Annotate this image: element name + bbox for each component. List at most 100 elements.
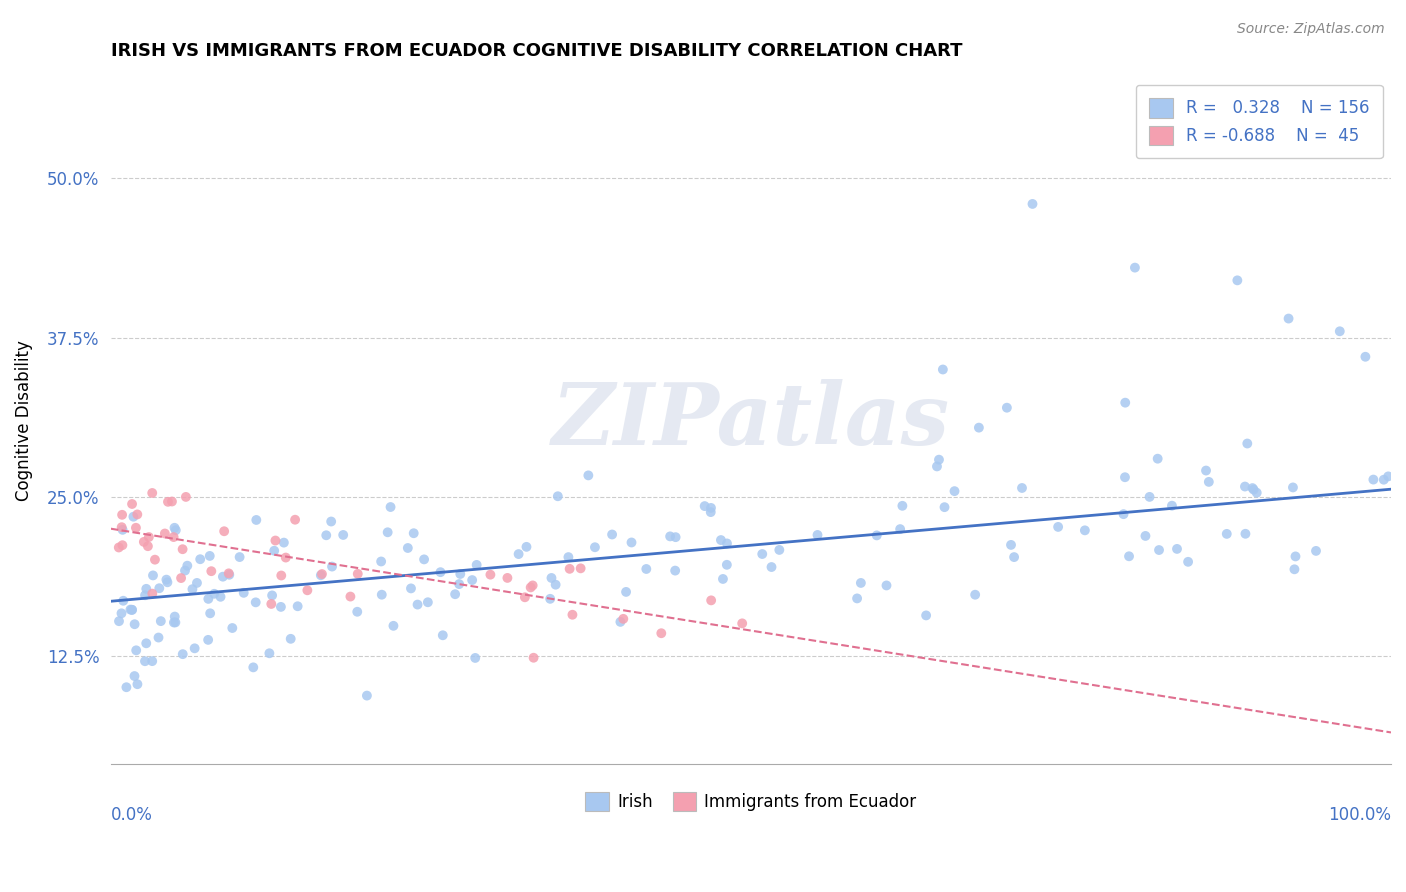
Point [198, 549, 221, 563]
Point [889, 522, 911, 536]
Point [346, 605, 368, 619]
Point [121, 497, 143, 511]
Point [1241, 481, 1264, 495]
Point [228, 550, 250, 565]
Point [583, 540, 606, 554]
Point [995, 401, 1018, 415]
Point [165, 523, 187, 537]
Point [1354, 350, 1376, 364]
Point [1147, 543, 1170, 558]
Point [1047, 520, 1070, 534]
Point [115, 680, 138, 694]
Point [197, 632, 219, 647]
Point [132, 534, 155, 549]
Point [1234, 526, 1257, 541]
Point [1195, 464, 1218, 478]
Point [1021, 197, 1043, 211]
Point [186, 576, 208, 591]
Point [163, 615, 186, 630]
Point [121, 603, 143, 617]
Legend: Irish, Immigrants from Ecuador: Irish, Immigrants from Ecuador [579, 785, 922, 818]
Point [135, 582, 157, 596]
Point [1284, 549, 1306, 564]
Text: Source: ZipAtlas.com: Source: ZipAtlas.com [1237, 22, 1385, 37]
Point [716, 536, 738, 550]
Point [245, 513, 267, 527]
Point [149, 614, 172, 628]
Point [731, 616, 754, 631]
Point [155, 573, 177, 587]
Point [242, 660, 264, 674]
Point [270, 599, 292, 614]
Point [263, 543, 285, 558]
Point [413, 552, 436, 566]
Point [1362, 473, 1385, 487]
Point [174, 564, 197, 578]
Point [121, 603, 143, 617]
Point [751, 547, 773, 561]
Point [141, 486, 163, 500]
Point [176, 558, 198, 573]
Point [700, 593, 723, 607]
Point [221, 621, 243, 635]
Point [380, 500, 402, 514]
Point [127, 677, 149, 691]
Point [112, 593, 135, 607]
Point [432, 628, 454, 642]
Point [370, 554, 392, 568]
Point [659, 529, 682, 543]
Point [321, 515, 343, 529]
Point [399, 582, 422, 596]
Point [120, 602, 142, 616]
Point [371, 588, 394, 602]
Point [891, 499, 914, 513]
Point [1011, 481, 1033, 495]
Point [218, 566, 240, 581]
Point [650, 626, 672, 640]
Point [148, 631, 170, 645]
Point [111, 520, 134, 534]
Point [429, 565, 451, 579]
Point [287, 599, 309, 614]
Point [125, 521, 148, 535]
Point [1372, 473, 1395, 487]
Point [108, 614, 131, 628]
Point [416, 595, 439, 609]
Point [1177, 555, 1199, 569]
Point [111, 523, 134, 537]
Point [124, 617, 146, 632]
Point [148, 581, 170, 595]
Point [1114, 470, 1136, 484]
Point [569, 561, 592, 575]
Point [107, 541, 129, 555]
Point [125, 643, 148, 657]
Point [1161, 499, 1184, 513]
Point [561, 607, 583, 622]
Point [162, 530, 184, 544]
Point [1002, 550, 1025, 565]
Point [513, 591, 536, 605]
Point [315, 528, 337, 542]
Point [110, 607, 132, 621]
Point [200, 564, 222, 578]
Point [449, 566, 471, 581]
Point [111, 508, 134, 522]
Point [284, 513, 307, 527]
Point [1114, 395, 1136, 409]
Point [209, 590, 232, 604]
Point [396, 541, 419, 555]
Point [262, 588, 284, 602]
Point [232, 586, 254, 600]
Point [356, 689, 378, 703]
Point [866, 528, 889, 542]
Point [402, 526, 425, 541]
Point [156, 575, 179, 590]
Point [1146, 451, 1168, 466]
Point [273, 535, 295, 549]
Point [515, 540, 537, 554]
Point [449, 577, 471, 591]
Point [711, 572, 734, 586]
Point [806, 528, 828, 542]
Point [1236, 436, 1258, 450]
Point [464, 651, 486, 665]
